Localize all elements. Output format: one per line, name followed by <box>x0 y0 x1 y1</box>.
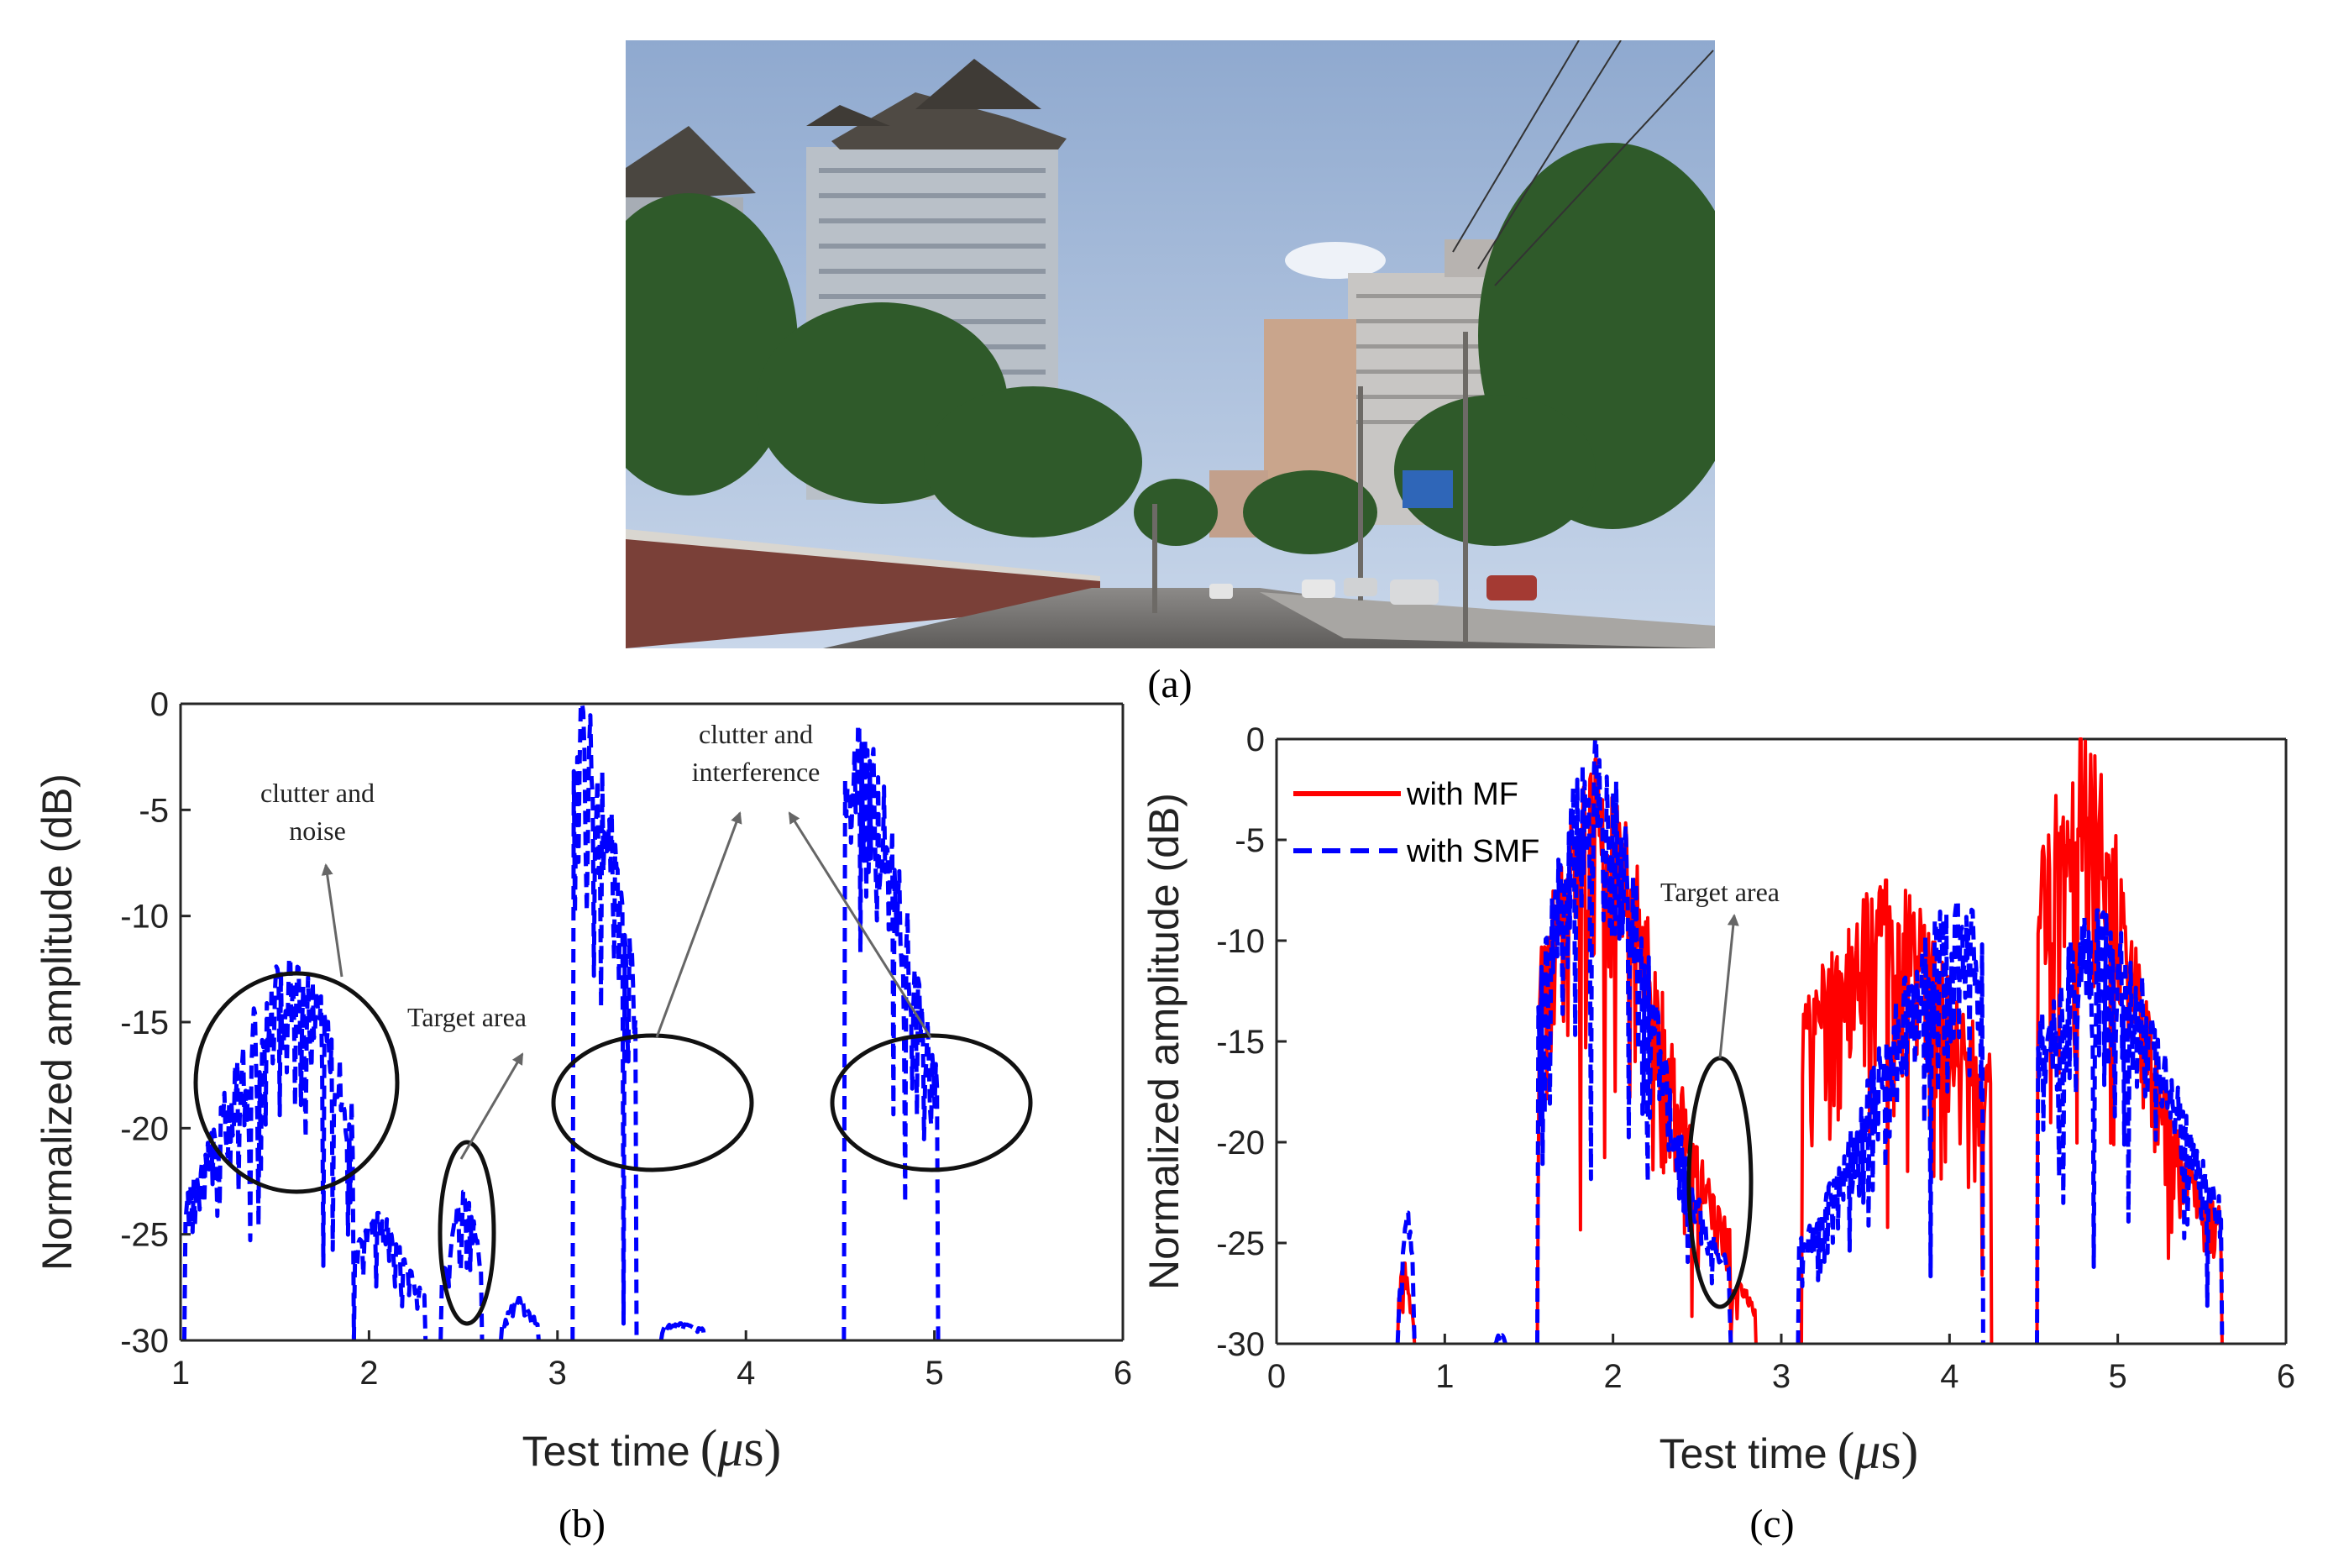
chart-c-xtick-label: 0 <box>1267 1358 1286 1395</box>
chart-c-xlabel-paren-open: ( <box>1838 1423 1855 1480</box>
legend-mf-label: with MF <box>1406 777 1518 812</box>
annotation-b-clutter-noise-arrow <box>321 863 343 978</box>
chart-c-xlabel-paren-close: ) <box>1901 1423 1919 1480</box>
chart-c-series-with-mf-segment <box>1535 758 1733 1345</box>
photo-cars <box>1209 575 1537 605</box>
chart-b-ticks: 1 2 3 4 5 6 0 -5 -10 -15 -20 -25 -30 <box>120 686 1132 1392</box>
chart-c-series-with-smf-segment <box>2035 908 2225 1345</box>
annotation-c-target-label: Target area <box>1660 877 1780 907</box>
annotation-b-interference-ellipse-1 <box>551 1033 754 1172</box>
chart-b: 1 2 3 4 5 6 0 -5 -10 -15 -20 -25 -30 clutter and noi… <box>34 686 1132 1546</box>
chart-b-series-with-smf-segment <box>570 701 639 1341</box>
chart-b-xtick-label: 3 <box>548 1355 567 1392</box>
photo-road-sign <box>1403 470 1453 508</box>
annotation-b-clutter-noise-line1: clutter and <box>260 778 375 808</box>
chart-b-ytick-label: -10 <box>120 899 169 936</box>
chart-b-xtick-label: 5 <box>925 1355 943 1392</box>
annotation-b-clutter-noise-ellipse <box>193 971 400 1194</box>
chart-b-xtick-label: 6 <box>1114 1355 1132 1392</box>
chart-c-series-with-smf-segment <box>1796 898 1985 1345</box>
annotation-b-interference-ellipse-2 <box>830 1033 1033 1172</box>
chart-b-ylabel: Normalized amplitude (dB) <box>34 774 81 1271</box>
annotation-b-interference-arrow-1 <box>655 811 742 1038</box>
chart-c-ytick-label: 0 <box>1246 721 1265 758</box>
chart-c-ytick-label: -25 <box>1216 1225 1265 1262</box>
chart-b-series-with-smf-segment <box>658 1321 707 1341</box>
photo-poles <box>1152 332 1468 642</box>
annotation-c-target-arrow <box>1718 914 1739 1059</box>
chart-b-xlabel-paren-open: ( <box>700 1420 718 1477</box>
chart-c-ytick-label: -5 <box>1235 822 1265 859</box>
chart-b-ytick-label: -15 <box>120 1004 169 1041</box>
chart-b-ytick-label: -30 <box>120 1323 169 1360</box>
chart-c-legend: with MF with SMF <box>1293 777 1539 869</box>
chart-b-ytick-label: -25 <box>120 1217 169 1254</box>
chart-c-xtick-label: 3 <box>1772 1358 1791 1395</box>
chart-c-xlabel-mu: μ <box>1853 1423 1880 1480</box>
annotation-b-interference-line2: interference <box>692 757 821 787</box>
chart-c-ticks: 0 1 2 3 4 5 6 0 -5 -10 -15 -20 -25 -30 <box>1216 721 2295 1395</box>
chart-c-xlabel-s: s <box>1881 1423 1901 1480</box>
chart-c-xtick-label: 4 <box>1940 1358 1958 1395</box>
photo-cloud <box>1285 242 1386 279</box>
chart-c-series-with-smf-segment <box>1535 737 1733 1345</box>
chart-c-xtick-label: 5 <box>2109 1358 2127 1395</box>
chart-b-series-with-smf-segment <box>438 1189 485 1341</box>
chart-c-ytick-label: -30 <box>1216 1326 1265 1363</box>
chart-c-series-with-smf-segment <box>1395 1210 1417 1345</box>
annotation-c-target-ellipse <box>1686 1056 1754 1309</box>
chart-c-series-with-mf-segment <box>1800 878 1994 1345</box>
chart-b-xlabel-paren-close: ) <box>764 1420 782 1477</box>
chart-c-xtick-label: 6 <box>2277 1358 2295 1395</box>
legend-smf-label: with SMF <box>1406 834 1539 869</box>
chart-c-ytick-label: -10 <box>1216 923 1265 960</box>
annotation-b-target-label: Target area <box>407 1002 527 1032</box>
chart-c-xtick-label: 2 <box>1604 1358 1623 1395</box>
chart-b-xlabel-s: s <box>744 1420 764 1477</box>
chart-c-xlabel-text: Test time <box>1659 1430 1827 1477</box>
annotation-b-interference-line1: clutter and <box>699 719 813 749</box>
chart-b-xlabel: Test time (μs) <box>522 1420 782 1477</box>
chart-b-ytick-label: -20 <box>120 1110 169 1147</box>
chart-b-ytick-label: -5 <box>139 792 169 829</box>
chart-b-xtick-label: 1 <box>171 1355 190 1392</box>
annotation-b-target-arrow <box>459 1052 524 1160</box>
caption-b: (b) <box>558 1502 606 1546</box>
annotation-b-interference-arrow-2 <box>788 811 932 1038</box>
chart-c-series-with-smf-segment <box>1493 1331 1507 1345</box>
street-scene-photo <box>626 40 1715 648</box>
chart-b-series-with-smf-segment <box>182 956 356 1341</box>
chart-c: 0 1 2 3 4 5 6 0 -5 -10 -15 -20 -25 -30 with MF with S… <box>1140 721 2295 1546</box>
chart-b-ytick-label: 0 <box>150 686 169 723</box>
photo-sidewalk <box>1260 592 1715 648</box>
chart-b-xlabel-mu: μ <box>716 1420 743 1477</box>
annotation-b-target-ellipse <box>438 1140 496 1326</box>
caption-c: (c) <box>1749 1502 1794 1546</box>
chart-b-xtick-label: 2 <box>359 1355 378 1392</box>
chart-b-series-with-smf-segment <box>499 1296 541 1341</box>
chart-b-series-with-smf-segment <box>842 722 941 1341</box>
chart-c-ylabel: Normalized amplitude (dB) <box>1140 793 1188 1290</box>
caption-a: (a) <box>1147 662 1192 706</box>
chart-c-series-group <box>1395 737 2225 1345</box>
annotation-b-clutter-noise-line2: noise <box>289 815 346 846</box>
chart-c-ytick-label: -15 <box>1216 1024 1265 1061</box>
chart-b-series-with-smf-segment <box>351 1210 428 1341</box>
chart-c-ytick-label: -20 <box>1216 1125 1265 1162</box>
chart-c-xlabel: Test time (μs) <box>1659 1423 1919 1480</box>
chart-c-xtick-label: 1 <box>1435 1358 1454 1395</box>
chart-b-xlabel-text: Test time <box>522 1428 690 1475</box>
photo-power-lines <box>1452 40 1714 286</box>
photo-wall <box>626 529 1100 648</box>
chart-b-xtick-label: 4 <box>737 1355 755 1392</box>
